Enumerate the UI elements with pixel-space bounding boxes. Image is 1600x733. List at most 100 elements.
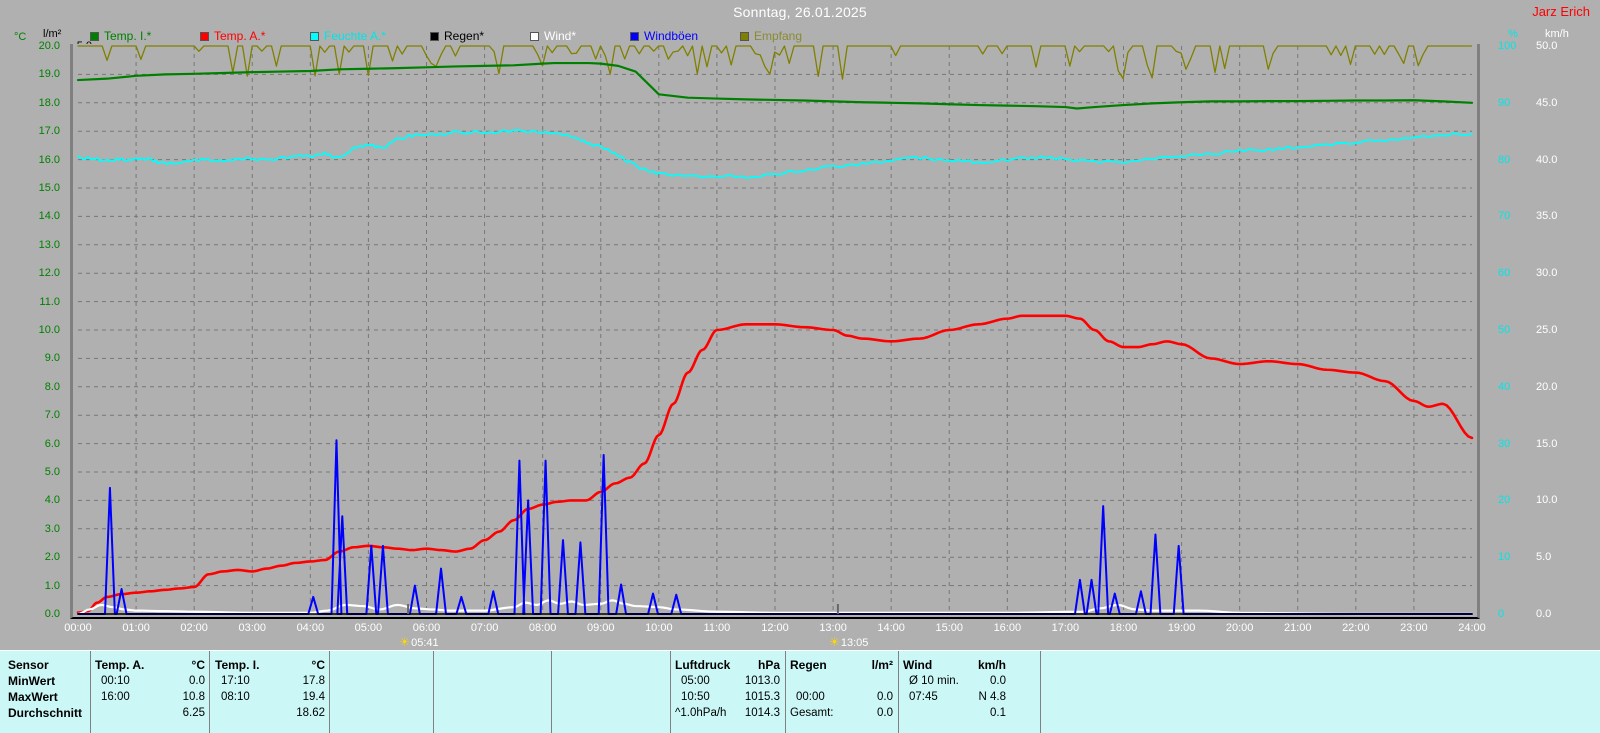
legend-swatch-icon xyxy=(630,32,639,41)
stats-row-label: Durchschnitt xyxy=(8,706,83,720)
series-empfang xyxy=(77,45,1473,80)
legend-swatch-icon xyxy=(740,32,749,41)
stats-avg-value-temp-aussen: 6.25 xyxy=(182,707,205,719)
series-temp-innen xyxy=(76,61,1474,110)
stats-column-divider xyxy=(90,651,91,733)
humidity-tick: 80 xyxy=(1498,153,1511,166)
temp-tick: 14.0 xyxy=(38,210,60,223)
stats-min-value-temp-aussen: 0.0 xyxy=(189,675,205,687)
temp-tick: 10.0 xyxy=(38,324,60,336)
stats-row-label: MaxWert xyxy=(8,690,58,704)
x-tick-label: 19:00 xyxy=(1167,622,1196,634)
legend-swatch-icon xyxy=(200,32,209,41)
wind-tick: 45.0 xyxy=(1536,96,1558,109)
stats-min-time-wind: Ø 10 min. xyxy=(909,675,959,687)
legend-item-1[interactable]: Temp. A.* xyxy=(200,28,265,44)
wind-tick: 35.0 xyxy=(1536,210,1558,223)
station-name: Jarz Erich xyxy=(1532,4,1590,19)
stats-col-unit-wind: km/h xyxy=(977,658,1006,672)
temp-tick: 7.0 xyxy=(44,409,60,422)
humidity-tick: 20 xyxy=(1498,494,1511,507)
legend-item-2[interactable]: Feuchte A.* xyxy=(310,28,386,44)
x-tick-label: 18:00 xyxy=(1109,622,1138,634)
sunset-marker: ☀13:05 xyxy=(828,635,869,650)
stats-max-value-temp-aussen: 10.8 xyxy=(182,691,205,703)
wind-tick: 5.0 xyxy=(1536,551,1552,564)
series-feuchte xyxy=(77,129,1473,179)
x-tick-label: 09:00 xyxy=(586,622,615,634)
x-tick-label: 13:00 xyxy=(819,622,847,634)
temp-tick: 2.0 xyxy=(44,551,60,564)
x-tick-label: 17:00 xyxy=(1051,622,1080,634)
stats-col-title-wind: Wind xyxy=(903,658,933,672)
x-tick-label: 06:00 xyxy=(412,622,441,634)
x-tick-label: 12:00 xyxy=(761,622,789,634)
stats-col-title-temp-aussen: Temp. A. xyxy=(95,658,145,672)
series-windboeen xyxy=(77,439,1473,615)
temp-tick: 4.0 xyxy=(44,494,60,507)
axis-unit-rain: l/m² xyxy=(43,28,62,40)
stats-max-value-temp-innen: 19.4 xyxy=(302,691,325,703)
stats-min-time-temp-aussen: 00:10 xyxy=(101,675,130,687)
x-tick-label: 10:00 xyxy=(645,622,673,634)
stats-max-value-regen: 0.0 xyxy=(877,691,893,703)
legend-item-6[interactable]: Empfang xyxy=(740,28,802,44)
wind-tick: 0.0 xyxy=(1536,608,1552,620)
sunset-time: 13:05 xyxy=(840,637,869,649)
stats-avg-value-luftdruck: 1014.3 xyxy=(744,707,780,719)
x-tick-label: 24:00 xyxy=(1458,622,1486,634)
x-tick-label: 22:00 xyxy=(1342,622,1370,634)
x-tick-label: 14:00 xyxy=(877,622,905,634)
axis-unit-celsius: °C xyxy=(14,31,27,43)
stats-avg-value-wind: 0.1 xyxy=(990,707,1006,719)
stats-col-unit-temp-aussen: °C xyxy=(191,658,205,672)
wind-tick: 20.0 xyxy=(1536,380,1558,393)
legend-swatch-icon xyxy=(310,32,319,41)
temp-tick: 18.0 xyxy=(38,96,60,109)
temp-tick: 8.0 xyxy=(44,380,60,393)
legend-item-0[interactable]: Temp. I.* xyxy=(90,28,151,44)
x-tick-label: 20:00 xyxy=(1225,622,1254,634)
series-temp-aussen xyxy=(76,314,1474,614)
stats-min-time-temp-innen: 17:10 xyxy=(221,675,250,687)
stats-avg-label-regen: Gesamt: xyxy=(790,707,834,719)
temp-tick: 20.0 xyxy=(38,40,60,52)
humidity-tick: 50 xyxy=(1498,324,1511,336)
sunrise-time: 05:41 xyxy=(411,637,439,649)
stats-min-value-luftdruck: 1013.0 xyxy=(744,675,780,687)
humidity-tick: 40 xyxy=(1498,380,1511,393)
stats-min-value-temp-innen: 17.8 xyxy=(302,675,325,687)
stats-col-unit-regen: l/m² xyxy=(871,658,893,672)
stats-avg-label-luftdruck: ^1.0hPa/h xyxy=(675,707,727,719)
legend-swatch-icon xyxy=(430,32,439,41)
stats-min-time-luftdruck: 05:00 xyxy=(681,675,710,687)
stats-column-divider xyxy=(898,651,899,733)
x-tick-label: 05:00 xyxy=(354,622,383,634)
x-tick-label: 00:00 xyxy=(64,622,92,634)
legend-item-5[interactable]: Windböen xyxy=(630,28,698,44)
legend-item-4[interactable]: Wind* xyxy=(530,28,576,44)
wind-tick: 15.0 xyxy=(1536,437,1558,450)
stats-col-title-temp-innen: Temp. I. xyxy=(215,658,260,672)
sunrise-marker: ☀05:41 xyxy=(398,636,439,650)
sunset-icon: ☀ xyxy=(829,635,840,649)
x-tick-label: 01:00 xyxy=(122,622,150,634)
temp-tick: 16.0 xyxy=(38,153,60,166)
wind-tick: 10.0 xyxy=(1536,494,1558,507)
stats-max-time-temp-aussen: 16:00 xyxy=(101,691,130,703)
stats-col-unit-luftdruck: hPa xyxy=(757,658,780,672)
stats-max-time-temp-innen: 08:10 xyxy=(221,691,250,703)
stats-column-divider xyxy=(785,651,786,733)
temp-tick: 6.0 xyxy=(44,437,60,450)
wind-tick: 50.0 xyxy=(1536,40,1558,52)
chart-plot-area[interactable] xyxy=(70,44,1480,619)
x-tick-label: 15:00 xyxy=(935,622,964,634)
temp-tick: 3.0 xyxy=(44,522,60,535)
x-tick-label: 23:00 xyxy=(1400,622,1428,634)
legend-item-3[interactable]: Regen* xyxy=(430,28,484,44)
x-tick-label: 07:00 xyxy=(470,622,499,634)
x-tick-label: 03:00 xyxy=(238,622,267,634)
x-axis-time-ticks: 00:00 01:00 02:00 03:00 04:00 05:00 06:00 07:00… xyxy=(0,622,1600,638)
legend-label: Windböen xyxy=(644,29,699,43)
